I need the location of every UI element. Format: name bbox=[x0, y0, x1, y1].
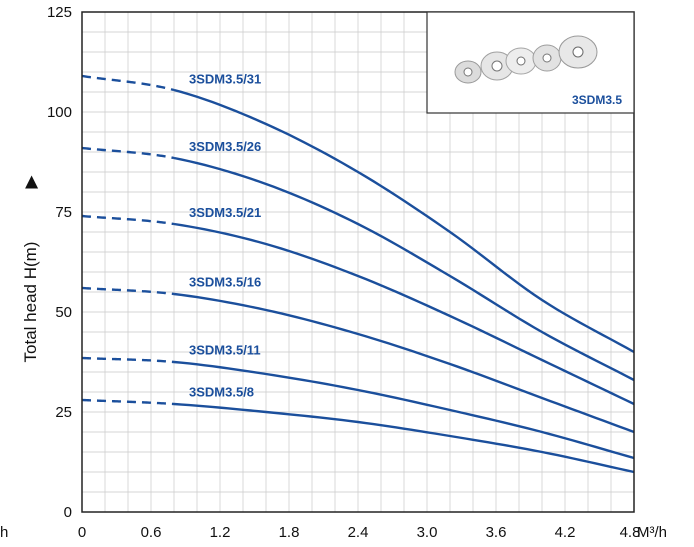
series-labels: 3SDM3.5/31 3SDM3.5/26 3SDM3.5/21 3SDM3.5/16… bbox=[189, 72, 261, 400]
series-curve-dashed bbox=[81, 214, 175, 226]
series-label: 3SDM3.5/26 bbox=[189, 139, 261, 154]
series-label: 3SDM3.5/21 bbox=[189, 205, 261, 220]
x-tick-label: 0 bbox=[78, 524, 86, 541]
y-axis-arrow-icon: ▶ bbox=[21, 175, 40, 189]
series-label: 3SDM3.5/8 bbox=[189, 384, 254, 399]
series-label: 3SDM3.5/11 bbox=[189, 343, 261, 358]
y-axis-label: Total head H(m) ▶ bbox=[21, 175, 40, 363]
x-axis-edge-fragment: h bbox=[0, 524, 8, 541]
x-tick-labels: 0 0.6 1.2 1.8 2.4 3.0 3.6 4.2 4.8 bbox=[78, 524, 641, 541]
series-label: 3SDM3.5/31 bbox=[189, 72, 261, 87]
y-tick-label: 0 bbox=[64, 504, 72, 521]
product-inset: 3SDM3.5 bbox=[426, 11, 635, 114]
series-curve bbox=[173, 360, 635, 460]
x-tick-label: 4.8 bbox=[620, 524, 641, 541]
series-curve bbox=[173, 292, 635, 434]
x-tick-label: 0.6 bbox=[141, 524, 162, 541]
series-curve bbox=[173, 156, 635, 382]
x-tick-label: 1.8 bbox=[279, 524, 300, 541]
y-tick-label: 25 bbox=[55, 404, 72, 421]
series-curve bbox=[173, 402, 635, 474]
y-tick-label: 100 bbox=[47, 104, 72, 121]
x-axis-unit: M³/h bbox=[637, 524, 667, 541]
inset-label: 3SDM3.5 bbox=[572, 93, 622, 107]
series-curve-dashed bbox=[81, 74, 175, 92]
x-tick-label: 1.2 bbox=[210, 524, 231, 541]
x-tick-label: 3.6 bbox=[486, 524, 507, 541]
pump-impellers-image bbox=[454, 35, 598, 84]
y-tick-label: 125 bbox=[47, 4, 72, 21]
series-curve-dashed bbox=[81, 356, 175, 364]
series-curve-dashed bbox=[81, 398, 175, 406]
x-tick-label: 2.4 bbox=[348, 524, 369, 541]
y-tick-labels: 0 25 50 75 100 125 bbox=[47, 4, 72, 521]
series-curve-dashed bbox=[81, 146, 175, 160]
plot-frame bbox=[81, 11, 635, 513]
series-curve-dashed bbox=[81, 286, 175, 296]
y-axis-title: Total head H(m) bbox=[21, 242, 40, 363]
series-curve bbox=[173, 88, 635, 354]
series-curve bbox=[173, 222, 635, 406]
x-tick-label: 4.2 bbox=[555, 524, 576, 541]
series-label: 3SDM3.5/16 bbox=[189, 275, 261, 290]
x-tick-label: 3.0 bbox=[417, 524, 438, 541]
y-tick-label: 50 bbox=[55, 304, 72, 321]
pump-curves bbox=[81, 74, 635, 474]
y-tick-label: 75 bbox=[55, 204, 72, 221]
